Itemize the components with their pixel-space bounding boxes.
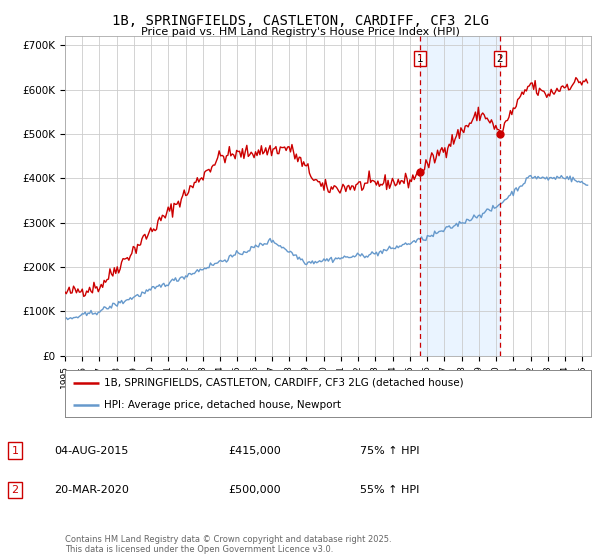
Text: 1B, SPRINGFIELDS, CASTLETON, CARDIFF, CF3 2LG (detached house): 1B, SPRINGFIELDS, CASTLETON, CARDIFF, CF… — [104, 378, 464, 388]
Text: 2: 2 — [497, 54, 503, 64]
Text: 75% ↑ HPI: 75% ↑ HPI — [360, 446, 419, 456]
Text: £415,000: £415,000 — [228, 446, 281, 456]
Text: 55% ↑ HPI: 55% ↑ HPI — [360, 485, 419, 495]
Text: 1B, SPRINGFIELDS, CASTLETON, CARDIFF, CF3 2LG: 1B, SPRINGFIELDS, CASTLETON, CARDIFF, CF… — [112, 14, 488, 28]
Text: 1: 1 — [11, 446, 19, 456]
Text: Price paid vs. HM Land Registry's House Price Index (HPI): Price paid vs. HM Land Registry's House … — [140, 27, 460, 37]
Text: 04-AUG-2015: 04-AUG-2015 — [54, 446, 128, 456]
Text: 2: 2 — [11, 485, 19, 495]
Bar — [420, 36, 500, 356]
Text: 1: 1 — [417, 54, 424, 64]
Text: HPI: Average price, detached house, Newport: HPI: Average price, detached house, Newp… — [104, 400, 341, 410]
Text: £500,000: £500,000 — [228, 485, 281, 495]
Text: Contains HM Land Registry data © Crown copyright and database right 2025.
This d: Contains HM Land Registry data © Crown c… — [65, 535, 391, 554]
Text: 20-MAR-2020: 20-MAR-2020 — [54, 485, 129, 495]
